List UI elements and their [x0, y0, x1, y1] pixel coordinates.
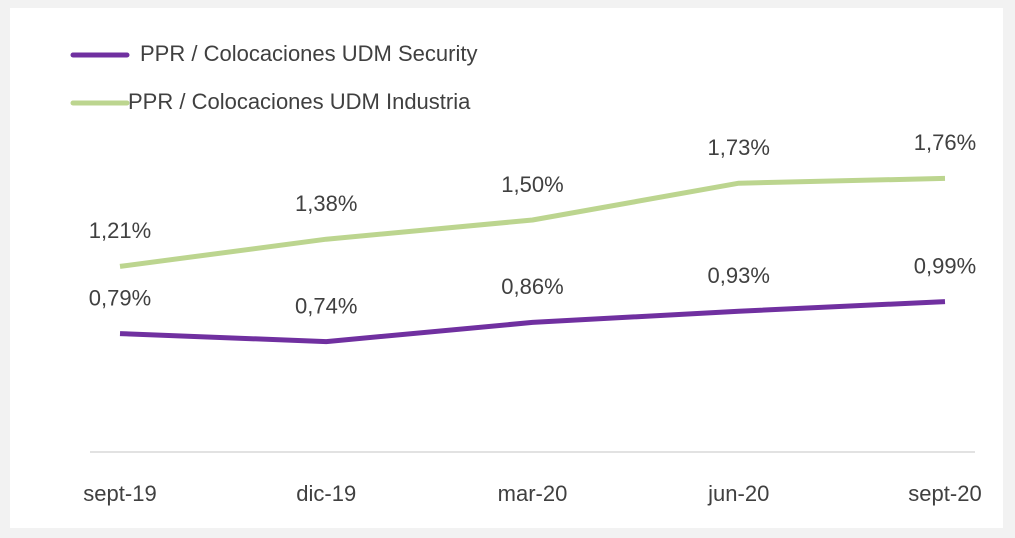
data-label: 1,73%: [708, 135, 770, 160]
legend-label: PPR / Colocaciones UDM Security: [140, 41, 477, 66]
plot-background: [10, 8, 1003, 528]
x-tick-label: sept-19: [83, 481, 156, 506]
data-label: 0,99%: [914, 253, 976, 278]
data-label: 0,79%: [89, 285, 151, 310]
x-tick-label: jun-20: [707, 481, 769, 506]
x-tick-label: mar-20: [498, 481, 568, 506]
x-tick-label: dic-19: [296, 481, 356, 506]
series-line: [119, 175, 946, 269]
data-label: 1,21%: [89, 218, 151, 243]
data-label: 1,76%: [914, 130, 976, 155]
series-line: [119, 299, 946, 345]
data-label: 1,50%: [501, 172, 563, 197]
data-label: 0,93%: [708, 263, 770, 288]
x-tick-label: sept-20: [908, 481, 981, 506]
data-label: 1,38%: [295, 191, 357, 216]
data-label: 0,74%: [295, 293, 357, 318]
data-label: 0,86%: [501, 274, 563, 299]
legend-label: PPR / Colocaciones UDM Industria: [128, 89, 471, 114]
